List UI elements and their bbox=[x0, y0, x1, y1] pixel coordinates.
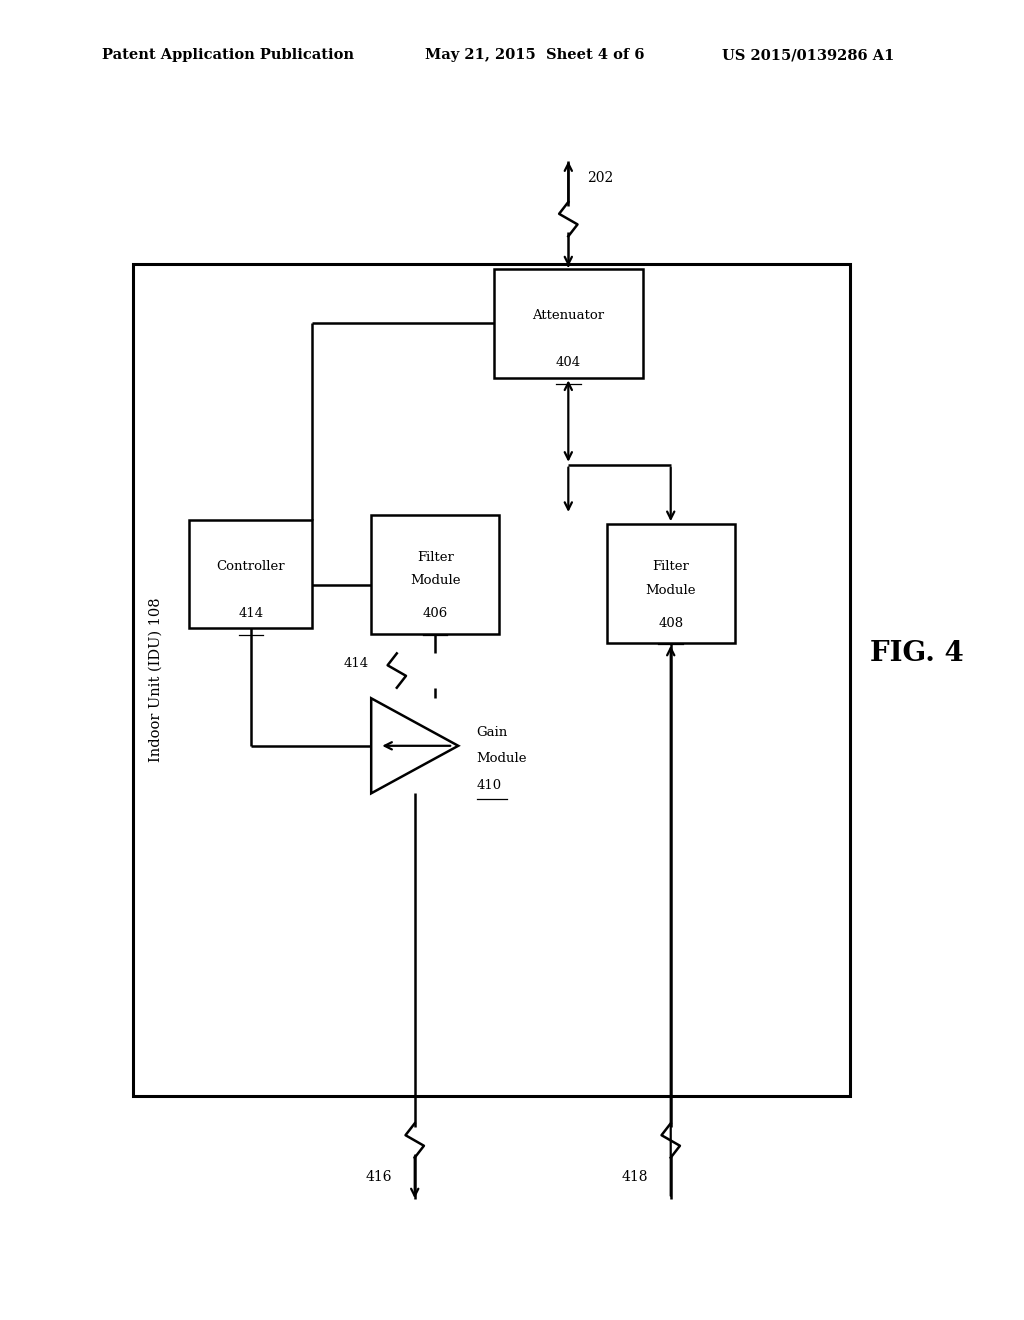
Text: 410: 410 bbox=[477, 779, 502, 792]
Text: 414: 414 bbox=[343, 657, 369, 671]
Text: 418: 418 bbox=[622, 1171, 648, 1184]
Text: Attenuator: Attenuator bbox=[532, 309, 604, 322]
Text: Patent Application Publication: Patent Application Publication bbox=[102, 49, 354, 62]
Bar bbox=[606, 524, 735, 643]
Text: 414: 414 bbox=[239, 607, 263, 620]
Text: Controller: Controller bbox=[216, 560, 286, 573]
Text: Module: Module bbox=[410, 574, 461, 587]
Text: 202: 202 bbox=[587, 172, 613, 185]
Bar bbox=[189, 520, 312, 628]
Text: US 2015/0139286 A1: US 2015/0139286 A1 bbox=[722, 49, 894, 62]
Text: Gain: Gain bbox=[477, 726, 508, 739]
Text: FIG. 4: FIG. 4 bbox=[869, 640, 964, 667]
Text: 408: 408 bbox=[658, 616, 683, 630]
Text: 404: 404 bbox=[556, 356, 581, 370]
Text: Filter: Filter bbox=[652, 560, 689, 573]
Bar bbox=[495, 269, 643, 378]
Text: 416: 416 bbox=[366, 1171, 392, 1184]
Bar bbox=[133, 264, 850, 1096]
Text: Filter: Filter bbox=[417, 550, 454, 564]
Text: Module: Module bbox=[645, 583, 696, 597]
Text: Indoor Unit (IDU) 108: Indoor Unit (IDU) 108 bbox=[148, 598, 163, 762]
Bar bbox=[371, 515, 500, 634]
Text: 406: 406 bbox=[423, 607, 447, 620]
Text: May 21, 2015  Sheet 4 of 6: May 21, 2015 Sheet 4 of 6 bbox=[425, 49, 644, 62]
Text: Module: Module bbox=[477, 752, 527, 766]
